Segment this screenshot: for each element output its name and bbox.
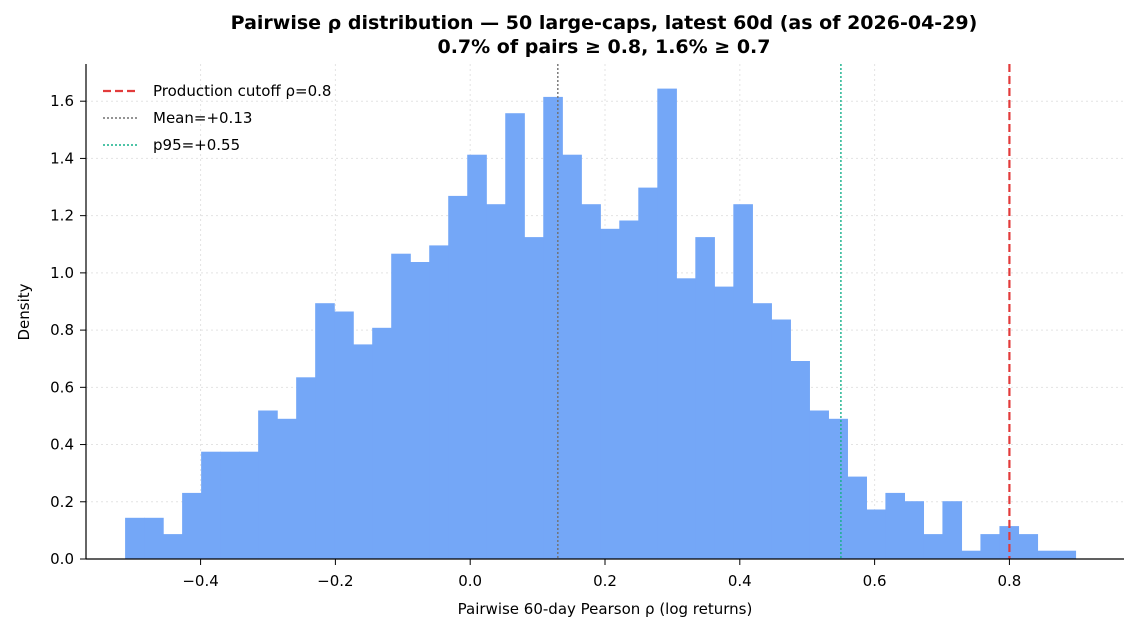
y-tick-label-1: 0.2 [50, 493, 74, 511]
histogram-bar-17 [448, 195, 468, 560]
histogram-bar-12 [353, 344, 373, 559]
histogram-bar-25 [600, 228, 620, 559]
histogram-bar-39 [866, 509, 886, 559]
histogram-bar-9 [296, 377, 316, 559]
x-tick-label-4: 0.4 [728, 572, 752, 590]
histogram-bar-13 [372, 327, 392, 559]
histogram-bar-29 [676, 278, 696, 559]
histogram-bar-45 [980, 534, 1001, 559]
histogram-bar-14 [391, 253, 411, 559]
histogram-bar-22 [543, 96, 563, 559]
histogram-bar-21 [524, 237, 544, 559]
bars-layer [125, 88, 1077, 560]
x-tick-label-6: 0.8 [997, 572, 1021, 590]
histogram-bar-48 [1037, 550, 1058, 559]
x-tick-label-1: −0.2 [317, 572, 353, 590]
y-tick-label-3: 0.6 [50, 378, 74, 396]
histogram-bar-15 [410, 262, 430, 559]
histogram-bar-38 [847, 476, 867, 559]
legend-entry-1: Mean=+0.13 [153, 109, 252, 127]
histogram-bar-6 [239, 451, 259, 559]
histogram-bar-20 [505, 113, 525, 560]
y-tick-label-4: 0.8 [50, 321, 74, 339]
y-tick-label-2: 0.4 [50, 436, 74, 454]
histogram-bar-42 [923, 534, 944, 559]
y-tick-label-8: 1.6 [50, 92, 74, 110]
x-ticks: −0.4 −0.2 0.0 0.2 0.4 0.6 0.8 [182, 559, 1021, 590]
histogram-bar-10 [315, 303, 335, 559]
y-tick-label-6: 1.2 [50, 207, 74, 225]
histogram-bar-0 [125, 517, 145, 559]
legend-entry-2: p95=+0.55 [153, 136, 240, 154]
histogram-bar-23 [562, 154, 582, 559]
y-ticks: 0.0 0.2 0.4 0.6 0.8 1.0 1.2 1.4 1.6 [50, 92, 86, 568]
histogram-bar-31 [714, 286, 734, 559]
histogram-bar-16 [429, 245, 449, 560]
histogram-bar-4 [201, 451, 221, 559]
legend: Production cutoff ρ=0.8 Mean=+0.13 p95=+0.… [103, 82, 331, 154]
histogram-bar-30 [695, 237, 715, 559]
histogram-bar-37 [828, 418, 848, 559]
histogram-bar-1 [144, 517, 164, 559]
y-axis-label: Density [15, 283, 33, 340]
histogram-bar-44 [961, 550, 982, 559]
histogram-bar-40 [885, 492, 906, 559]
histogram-bar-47 [1018, 534, 1039, 559]
histogram-bar-8 [277, 418, 297, 559]
histogram-bar-36 [809, 410, 829, 559]
x-tick-label-3: 0.2 [593, 572, 617, 590]
histogram-bar-19 [486, 204, 506, 559]
histogram-bar-35 [790, 361, 810, 559]
histogram-bar-49 [1056, 550, 1077, 559]
histogram-bar-33 [752, 303, 772, 559]
x-tick-label-5: 0.6 [863, 572, 887, 590]
x-axis-label: Pairwise 60-day Pearson ρ (log returns) [458, 600, 753, 618]
reference-lines-layer [557, 64, 1011, 559]
histogram-bar-41 [904, 501, 925, 559]
x-tick-label-0: −0.4 [182, 572, 218, 590]
histogram-bar-3 [182, 492, 202, 559]
histogram-bar-2 [163, 534, 183, 559]
legend-entry-0: Production cutoff ρ=0.8 [153, 82, 331, 100]
histogram-bar-32 [733, 204, 753, 559]
histogram-bar-27 [638, 187, 658, 559]
histogram-bar-28 [657, 88, 677, 559]
histogram-bar-11 [334, 311, 354, 559]
chart-title: Pairwise ρ distribution — 50 large-caps,… [231, 12, 978, 34]
chart-subtitle: 0.7% of pairs ≥ 0.8, 1.6% ≥ 0.7 [437, 36, 770, 58]
histogram-bar-5 [220, 451, 240, 559]
y-tick-label-7: 1.4 [50, 149, 74, 167]
x-tick-label-2: 0.0 [458, 572, 482, 590]
histogram-bar-43 [942, 501, 963, 559]
y-tick-label-5: 1.0 [50, 264, 74, 282]
histogram-bar-7 [258, 410, 278, 559]
histogram-bar-34 [771, 319, 791, 559]
histogram-bar-18 [467, 154, 487, 559]
histogram-bar-24 [581, 204, 601, 559]
histogram-bar-46 [999, 526, 1020, 559]
y-tick-label-0: 0.0 [50, 550, 74, 568]
histogram-bar-26 [619, 220, 639, 559]
